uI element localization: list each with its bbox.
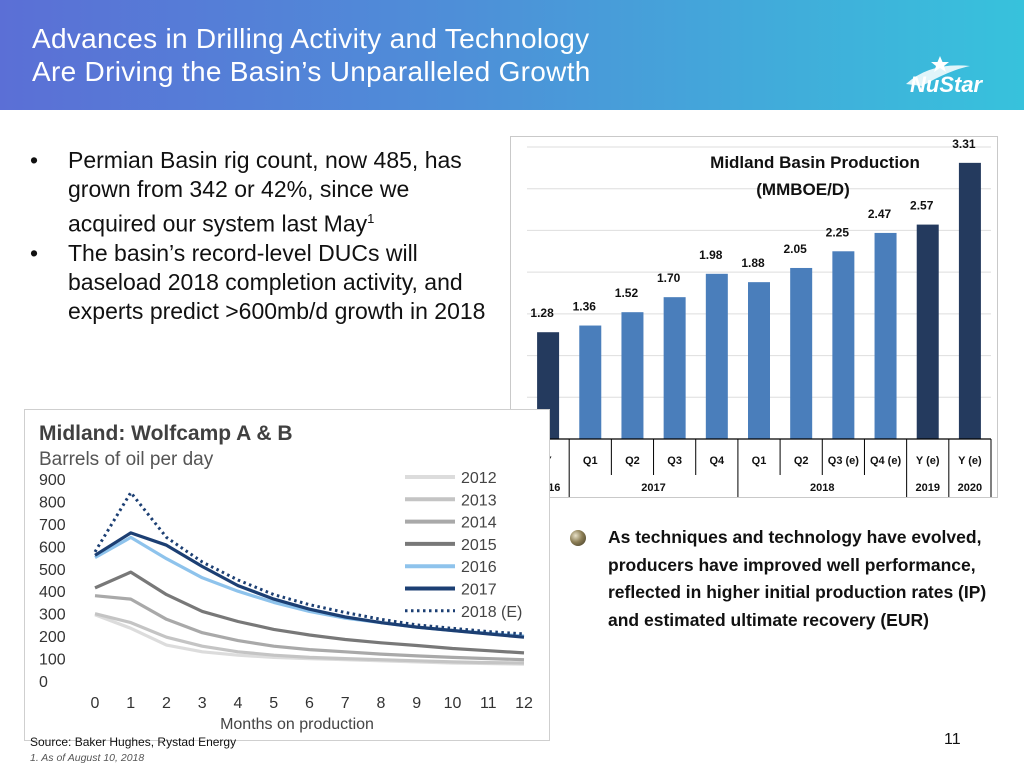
bar [958,162,981,439]
legend-label: 2016 [461,559,497,576]
y-tick-label: 700 [39,517,66,534]
bar [790,267,813,439]
bar [832,251,855,439]
y-tick-label: 400 [39,584,66,601]
legend-label: 2017 [461,582,497,599]
y-tick-label: 800 [39,494,66,511]
x-tick-label: 7 [341,695,350,712]
bullet-rig-count: Permian Basin rig count, now 485, has gr… [30,146,500,239]
line-chart-subtitle: Barrels of oil per day [39,449,214,470]
category-tick-label: Q2 [625,455,640,467]
source-note: Source: Baker Hughes, Rystad Energy [30,735,237,749]
footnote-marker: 1 [367,211,375,226]
y-tick-label: 0 [39,674,48,691]
x-tick-label: 5 [269,695,278,712]
production-bar-chart-svg: Midland Basin Production (MMBOE/D) 1.28 1.3… [526,137,992,497]
series-line-2015 [94,570,525,655]
category-tick-label: Y (e) [916,455,940,467]
category-tick-label: Q2 [794,455,809,467]
bar [579,325,602,439]
bar-value-label: 2.47 [868,207,892,221]
category-tick-label: Q3 [667,455,682,467]
production-bar-chart: Midland Basin Production (MMBOE/D) 1.28 1.3… [510,136,998,498]
series-line-2014 [94,594,525,662]
legend-label: 2015 [461,537,497,554]
category-tick-label: Q4 (e) [870,455,902,467]
x-tick-label: 8 [377,695,386,712]
legend-label: 2013 [461,492,497,509]
bar-value-label: 1.28 [530,306,554,320]
x-tick-label: 6 [305,695,314,712]
footnote: 1. As of August 10, 2018 [30,752,145,764]
legend-label: 2012 [461,470,497,487]
bar-chart-units: (MMBOE/D) [756,180,849,199]
bullet-ducs: The basin’s record-level DUCs will basel… [30,239,500,326]
x-tick-label: 0 [91,695,100,712]
bullet-ducs-text: The basin’s record-level DUCs will basel… [68,239,486,324]
series-line-2018E [93,491,525,636]
y-tick-label: 600 [39,539,66,556]
bar [705,273,728,439]
title-banner: Advances in Drilling Activity and Techno… [0,0,1024,110]
bullet-list: Permian Basin rig count, now 485, has gr… [30,146,500,326]
bar-value-label: 1.36 [573,300,597,314]
bar [663,297,686,439]
x-tick-label: 9 [412,695,421,712]
x-tick-label: 1 [126,695,135,712]
year-group-label: 2020 [958,482,982,494]
wolfcamp-line-chart-svg: Midland: Wolfcamp A & B Barrels of oil pe… [39,422,533,733]
legend-label: 2018 (E) [461,604,522,621]
bar-value-label: 2.57 [910,199,934,213]
x-tick-label: 2 [162,695,171,712]
x-tick-label: 3 [198,695,207,712]
bullet-rig-count-text: Permian Basin rig count, now 485, has gr… [68,147,462,237]
category-tick-label: Q1 [752,455,767,467]
category-tick-label: Q3 (e) [828,455,860,467]
y-tick-label: 100 [39,652,66,669]
y-tick-label: 300 [39,607,66,624]
bar-value-label: 2.05 [784,242,808,256]
wolfcamp-line-chart: Midland: Wolfcamp A & B Barrels of oil pe… [24,409,550,741]
bar-chart-title: Midland Basin Production [710,153,920,172]
x-tick-label: 4 [234,695,243,712]
year-group-label: 2019 [915,482,939,494]
category-tick-label: Q1 [583,455,598,467]
series-line-2016 [94,535,525,638]
bar [874,232,897,439]
page-number: 11 [944,731,961,748]
x-tick-label: 10 [444,695,462,712]
category-tick-label: Q4 [709,455,725,467]
bar [748,282,770,439]
year-group-label: 2017 [641,482,665,494]
y-tick-label: 200 [39,629,66,646]
x-tick-label: 11 [480,695,497,712]
page-title: Advances in Drilling Activity and Techno… [32,22,591,88]
bar-value-label: 1.98 [699,248,723,262]
bar-value-label: 1.88 [741,256,765,270]
bar-value-label: 3.31 [952,137,976,151]
bar-value-label: 1.52 [615,286,639,300]
bar-value-label: 2.25 [826,225,850,239]
technology-note: As techniques and technology have evolve… [608,527,987,630]
x-axis-label: Months on production [220,716,374,733]
star-icon [931,56,949,72]
y-tick-label: 500 [39,562,66,579]
title-line-1: Advances in Drilling Activity and Techno… [32,23,590,54]
nustar-logo: NuStar [900,54,1012,100]
category-tick-label: Y (e) [958,455,982,467]
bullet-ball-icon [570,530,586,546]
bar-value-label: 1.70 [657,271,681,285]
line-chart-title: Midland: Wolfcamp A & B [39,422,293,445]
y-tick-label: 900 [39,472,66,489]
series-line-2013 [94,612,525,665]
series-line-2017 [94,531,525,639]
title-line-2: Are Driving the Basin’s Unparalleled Gro… [32,56,591,87]
svg-text:NuStar: NuStar [910,72,984,97]
bar [916,224,939,439]
year-group-label: 2018 [810,482,834,494]
x-tick-label: 12 [515,695,533,712]
legend-label: 2014 [461,515,497,532]
bar [621,312,644,439]
